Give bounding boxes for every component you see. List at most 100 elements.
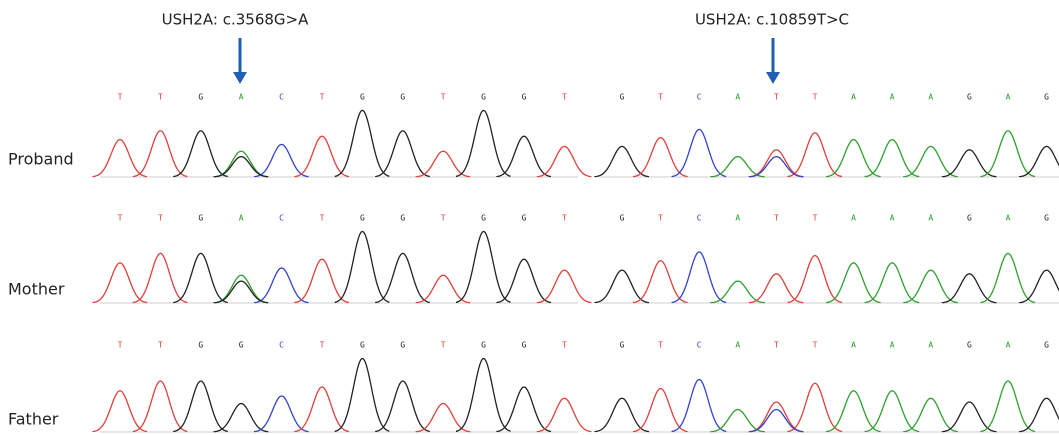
base-call: T xyxy=(813,93,818,102)
peak xyxy=(457,359,511,433)
base-call: A xyxy=(735,93,740,102)
peak xyxy=(1020,146,1059,177)
base-call: G xyxy=(481,341,486,350)
peak xyxy=(904,398,958,432)
peak xyxy=(788,383,842,432)
peak xyxy=(788,256,842,303)
base-call: C xyxy=(697,93,702,102)
peak xyxy=(214,151,268,177)
base-call: G xyxy=(360,341,365,350)
peak xyxy=(376,381,430,432)
base-call: T xyxy=(320,214,325,223)
peak xyxy=(497,259,551,303)
peak xyxy=(255,144,309,177)
base-call: G xyxy=(400,93,405,102)
peak xyxy=(788,133,842,177)
peak xyxy=(133,131,187,177)
peak xyxy=(865,391,919,432)
peak xyxy=(865,263,919,303)
base-call: A xyxy=(735,214,740,223)
base-call: G xyxy=(1044,93,1049,102)
peak xyxy=(295,259,349,303)
base-call: T xyxy=(562,341,567,350)
base-call: A xyxy=(1006,214,1011,223)
base-call: G xyxy=(967,93,972,102)
base-call: T xyxy=(320,341,325,350)
peak xyxy=(827,263,881,303)
peak xyxy=(174,253,228,303)
peak xyxy=(904,146,958,177)
panel-title: USH2A: c.3568G>A xyxy=(162,11,310,29)
peak xyxy=(634,389,688,433)
peak xyxy=(133,253,187,303)
peak xyxy=(295,387,349,432)
base-call: A xyxy=(1006,93,1011,102)
arrow xyxy=(233,38,247,84)
peak xyxy=(457,231,511,303)
base-call: G xyxy=(360,214,365,223)
base-call: A xyxy=(735,341,740,350)
base-call: T xyxy=(118,341,123,350)
peak xyxy=(255,268,309,303)
base-call: G xyxy=(620,93,625,102)
base-call: T xyxy=(658,214,663,223)
peak xyxy=(904,270,958,303)
base-call: T xyxy=(158,341,163,350)
peak xyxy=(634,138,688,177)
base-call: G xyxy=(522,214,527,223)
base-call: T xyxy=(118,214,123,223)
base-call: C xyxy=(279,93,284,102)
peak xyxy=(335,359,389,433)
base-call: T xyxy=(562,93,567,102)
arrow xyxy=(766,38,780,84)
peak xyxy=(93,263,147,303)
base-call: A xyxy=(239,214,244,223)
base-call: T xyxy=(441,93,446,102)
peak xyxy=(214,275,268,303)
base-call: A xyxy=(928,93,933,102)
base-call: T xyxy=(441,341,446,350)
peak xyxy=(827,391,881,432)
base-call: A xyxy=(851,341,856,350)
peak xyxy=(133,381,187,432)
peak xyxy=(295,136,349,177)
base-call: G xyxy=(967,214,972,223)
base-call: T xyxy=(562,214,567,223)
base-call: G xyxy=(400,341,405,350)
base-call: G xyxy=(239,341,244,350)
base-call: T xyxy=(658,341,663,350)
peak xyxy=(595,270,649,303)
base-call: A xyxy=(851,93,856,102)
base-call: A xyxy=(928,341,933,350)
base-call: T xyxy=(813,341,818,350)
base-call: G xyxy=(360,93,365,102)
peak xyxy=(335,231,389,303)
peak xyxy=(672,380,726,433)
base-call: T xyxy=(441,214,446,223)
peak xyxy=(174,131,228,177)
sample-label: Father xyxy=(8,410,59,429)
base-call: G xyxy=(620,341,625,350)
peak xyxy=(376,253,430,303)
peak xyxy=(93,391,147,432)
base-call: T xyxy=(774,214,779,223)
figure: USH2A: c.3568G>A USH2A: c.10859T>C Proba… xyxy=(0,0,1059,435)
peak xyxy=(595,146,649,177)
peak xyxy=(255,396,309,432)
base-call: G xyxy=(481,214,486,223)
base-call: G xyxy=(522,341,527,350)
base-call: G xyxy=(967,341,972,350)
base-call: T xyxy=(158,93,163,102)
base-call: T xyxy=(774,93,779,102)
peak xyxy=(174,381,228,432)
base-call: A xyxy=(239,93,244,102)
sample-label: Mother xyxy=(8,280,65,299)
chromatogram-figure: USH2A: c.3568G>A USH2A: c.10859T>C Proba… xyxy=(0,0,1059,435)
base-call: T xyxy=(118,93,123,102)
base-call: G xyxy=(481,93,486,102)
peak xyxy=(537,398,591,432)
base-call: A xyxy=(890,214,895,223)
peak xyxy=(457,110,511,177)
base-call: G xyxy=(198,214,203,223)
base-call: G xyxy=(198,341,203,350)
